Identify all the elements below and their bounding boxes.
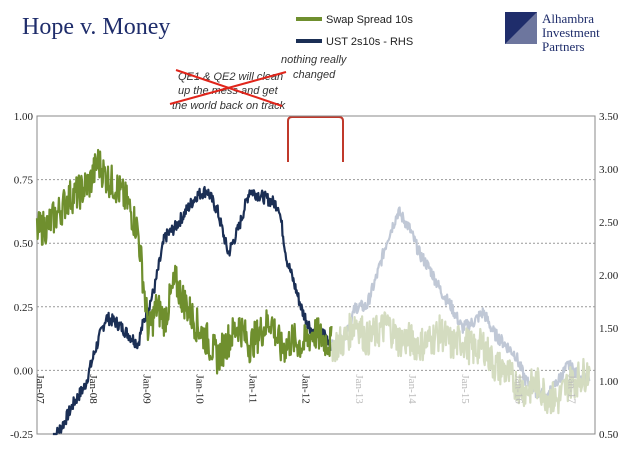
x-tick-label: Jan-17 (565, 374, 577, 404)
swap-spread-line-faded (331, 311, 591, 415)
left-axis-ticks: -0.25 0.00 0.25 0.50 0.75 1.00 (10, 111, 33, 441)
x-tick-label: Jan-12 (300, 374, 312, 403)
left-tick-label: 0.75 (14, 175, 34, 187)
swap-spread-line-main (35, 148, 333, 375)
alhambra-logo: Alhambra Investment Partners (505, 11, 600, 54)
right-tick-label: 1.50 (599, 323, 619, 335)
logo-line1: Alhambra (542, 11, 594, 26)
legend-swap-label: Swap Spread 10s (326, 14, 413, 26)
x-axis-ticks: Jan-07 Jan-08 Jan-09 Jan-10 Jan-11 Jan-12 Jan-… (34, 374, 577, 404)
left-tick-label: 0.25 (14, 302, 34, 314)
right-tick-label: 1.00 (599, 376, 619, 388)
x-tick-label: Jan-15 (459, 374, 471, 404)
ust-2s10s-line-faded (331, 206, 591, 404)
strike-line-b (175, 69, 283, 107)
highlight-bracket (287, 116, 344, 162)
x-tick-label: Jan-16 (512, 374, 524, 404)
logo-line2: Investment (542, 25, 600, 40)
legend: Swap Spread 10s UST 2s10s - RHS (296, 14, 413, 48)
x-tick-label: Jan-13 (353, 374, 365, 404)
chart-title: Hope v. Money (22, 14, 170, 40)
x-tick-label: Jan-07 (34, 374, 46, 404)
right-tick-label: 2.00 (599, 270, 619, 282)
left-tick-label: -0.25 (10, 429, 33, 441)
left-tick-label: 0.00 (14, 365, 34, 377)
struck-line-3: the world back on track (172, 100, 286, 112)
x-tick-label: Jan-09 (140, 374, 152, 404)
x-tick-label: Jan-14 (406, 374, 418, 404)
struck-annotation: QE1 & QE2 will clean up the mess and get… (169, 69, 287, 112)
right-tick-label: 3.50 (599, 111, 619, 123)
left-tick-label: 1.00 (14, 111, 34, 123)
logo-line3: Partners (542, 39, 585, 54)
ust-2s10s-line-main (52, 185, 333, 436)
x-tick-label: Jan-11 (247, 374, 259, 403)
plot-frame (36, 115, 596, 435)
logo-mark-accent (505, 12, 537, 44)
x-tick-label: Jan-08 (87, 374, 99, 404)
note-line-2: changed (293, 69, 336, 81)
legend-ust-label: UST 2s10s - RHS (326, 36, 413, 48)
right-tick-label: 3.00 (599, 164, 619, 176)
right-axis-ticks: 0.50 1.00 1.50 2.00 2.50 3.00 3.50 (599, 111, 619, 441)
right-tick-label: 0.50 (599, 429, 619, 441)
right-tick-label: 2.50 (599, 217, 619, 229)
logo-mark (505, 12, 537, 44)
note-line-1: nothing really (281, 54, 348, 66)
x-tick-label: Jan-10 (193, 374, 205, 404)
note-annotation: nothing really changed (281, 54, 348, 81)
left-tick-label: 0.50 (14, 238, 34, 250)
series-group (35, 148, 591, 436)
